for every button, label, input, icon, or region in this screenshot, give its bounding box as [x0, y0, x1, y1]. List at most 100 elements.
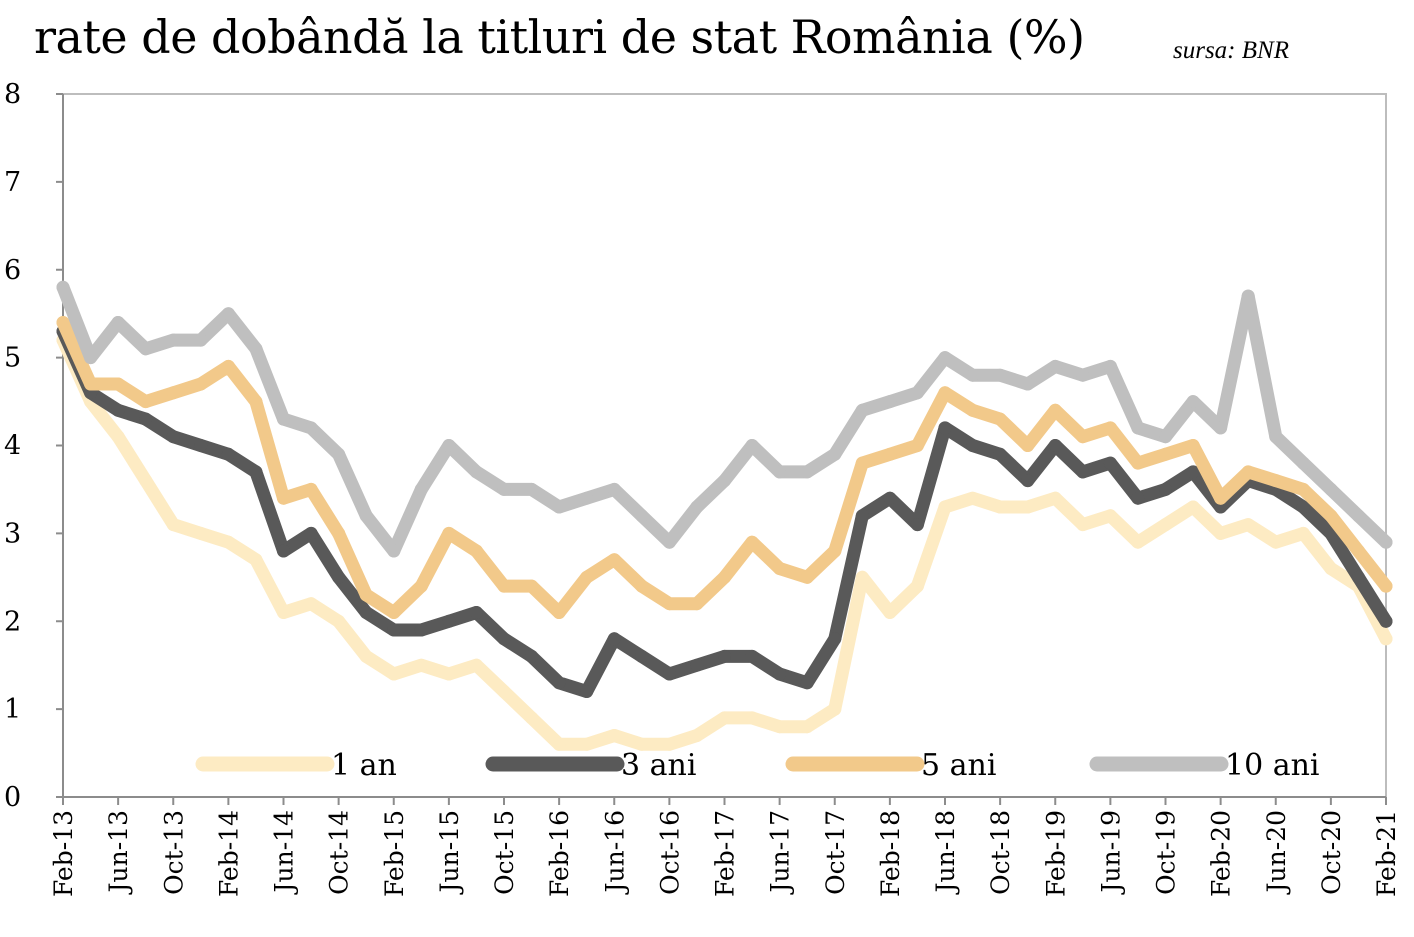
data-point [497, 685, 511, 698]
data-point [828, 544, 842, 558]
data-point [690, 658, 704, 672]
data-point [166, 518, 180, 532]
data-point [1159, 482, 1172, 496]
data-point [1379, 614, 1393, 628]
data-point [1186, 439, 1200, 452]
data-point [1048, 491, 1062, 505]
data-point [359, 588, 373, 602]
data-point [552, 606, 566, 619]
data-point [166, 333, 180, 347]
y-tick-label: 4 [4, 431, 21, 462]
data-point [1021, 500, 1035, 514]
data-point [497, 632, 511, 646]
x-tick-label: Jun-19 [1096, 810, 1125, 895]
x-tick-label: Oct-15 [490, 810, 519, 895]
data-point [1269, 430, 1283, 444]
data-point [277, 412, 290, 426]
data-point [1131, 491, 1145, 505]
data-point [387, 544, 401, 558]
legend-label: 1 an [331, 748, 397, 783]
data-point [525, 579, 539, 593]
data-point [883, 491, 897, 505]
data-point [194, 526, 208, 540]
x-tick-label: Feb-19 [1041, 810, 1070, 897]
x-tick-label: Feb-18 [876, 810, 905, 897]
data-point [1186, 465, 1200, 479]
data-point [910, 579, 924, 593]
data-point [883, 606, 897, 619]
data-point [1159, 430, 1172, 444]
data-point [469, 465, 483, 479]
data-point [1214, 421, 1228, 435]
data-point [635, 509, 649, 523]
data-point [414, 623, 428, 637]
data-point [1351, 570, 1365, 584]
data-point [910, 386, 924, 400]
data-point [1159, 518, 1172, 532]
data-point [993, 368, 1007, 382]
data-point [662, 667, 676, 681]
data-point [194, 377, 208, 391]
data-point [1021, 439, 1035, 452]
data-point [525, 649, 539, 663]
data-point [332, 526, 346, 540]
data-point [1351, 544, 1365, 558]
data-point [194, 439, 208, 452]
legend-label: 5 ani [921, 748, 996, 783]
data-point [607, 553, 621, 567]
data-point [277, 491, 290, 505]
data-point [662, 737, 676, 751]
x-tick-label: Feb-17 [711, 810, 740, 897]
x-tick-label: Jun-18 [931, 810, 960, 895]
data-point [1296, 526, 1310, 540]
data-point [993, 412, 1007, 426]
data-point [718, 711, 731, 725]
data-point [1324, 562, 1338, 575]
data-point [442, 667, 456, 681]
data-point [1076, 430, 1090, 444]
data-point [1131, 421, 1145, 435]
data-point [718, 474, 731, 488]
data-point [332, 614, 346, 628]
data-point [1021, 474, 1035, 488]
x-tick-label: Jun-17 [766, 810, 795, 895]
data-point [773, 667, 787, 681]
data-point [497, 579, 511, 593]
data-point [84, 351, 98, 365]
data-point [387, 606, 401, 619]
x-tick-label: Oct-20 [1317, 810, 1346, 895]
data-point [111, 316, 125, 329]
data-point [414, 658, 428, 672]
data-point [249, 465, 263, 479]
data-point [855, 456, 869, 470]
data-point [111, 403, 125, 417]
data-point [966, 368, 980, 382]
chart-legend: 1 an 3 ani 5 ani 10 ani [195, 748, 1320, 783]
data-point [718, 649, 731, 663]
data-point [718, 570, 731, 584]
data-point [1159, 447, 1172, 461]
x-tick-label: Oct-19 [1152, 810, 1181, 895]
data-point [828, 702, 842, 716]
data-point [938, 386, 952, 400]
data-point [1214, 526, 1228, 540]
data-point [414, 482, 428, 496]
data-point [1131, 456, 1145, 470]
data-point [1131, 535, 1145, 549]
data-point [966, 403, 980, 417]
data-point [359, 606, 373, 619]
data-point [745, 649, 759, 663]
data-point [993, 447, 1007, 461]
data-point [221, 307, 235, 321]
x-tick-label: Feb-14 [214, 810, 243, 897]
data-point [359, 649, 373, 663]
data-point [525, 482, 539, 496]
y-tick-label: 5 [4, 343, 21, 374]
x-tick-label: Jun-16 [600, 810, 629, 895]
data-point [1103, 456, 1117, 470]
x-tick-label: Oct-18 [986, 810, 1015, 895]
data-point [1241, 289, 1255, 303]
data-point [1103, 359, 1117, 373]
data-point [1021, 377, 1035, 391]
data-point [607, 482, 621, 496]
